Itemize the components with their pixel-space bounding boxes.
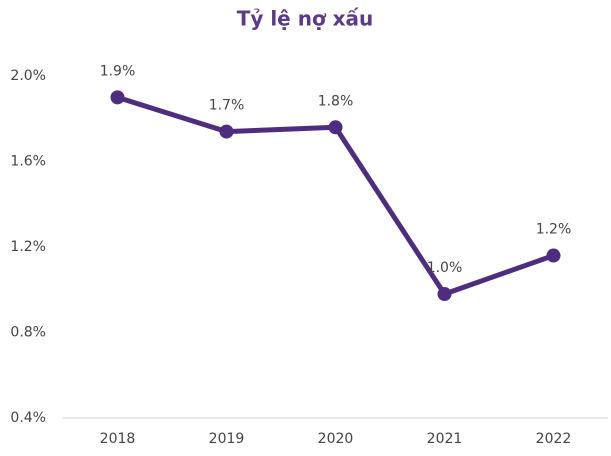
y-tick-label: 1.6% xyxy=(10,154,46,170)
y-tick-label: 1.2% xyxy=(10,239,46,255)
x-tick-label: 2019 xyxy=(209,431,245,447)
x-tick-label: 2018 xyxy=(100,431,136,447)
data-label: 1.0% xyxy=(427,260,463,276)
data-label: 1.2% xyxy=(536,222,572,238)
x-tick-label: 2021 xyxy=(427,431,463,447)
point xyxy=(328,120,343,135)
y-tick-label: 0.4% xyxy=(10,410,46,426)
point xyxy=(546,248,561,263)
x-tick-label: 2022 xyxy=(536,431,572,447)
x-tick-label: 2020 xyxy=(318,431,354,447)
chart-title: Tỷ lệ nợ xấu xyxy=(237,7,374,31)
point xyxy=(219,124,234,139)
data-label: 1.8% xyxy=(318,93,354,109)
point xyxy=(437,287,452,302)
data-label: 1.9% xyxy=(100,63,136,79)
point xyxy=(110,90,125,105)
data-label: 1.7% xyxy=(209,98,245,114)
y-tick-label: 2.0% xyxy=(10,68,46,84)
y-tick-label: 0.8% xyxy=(10,325,46,341)
